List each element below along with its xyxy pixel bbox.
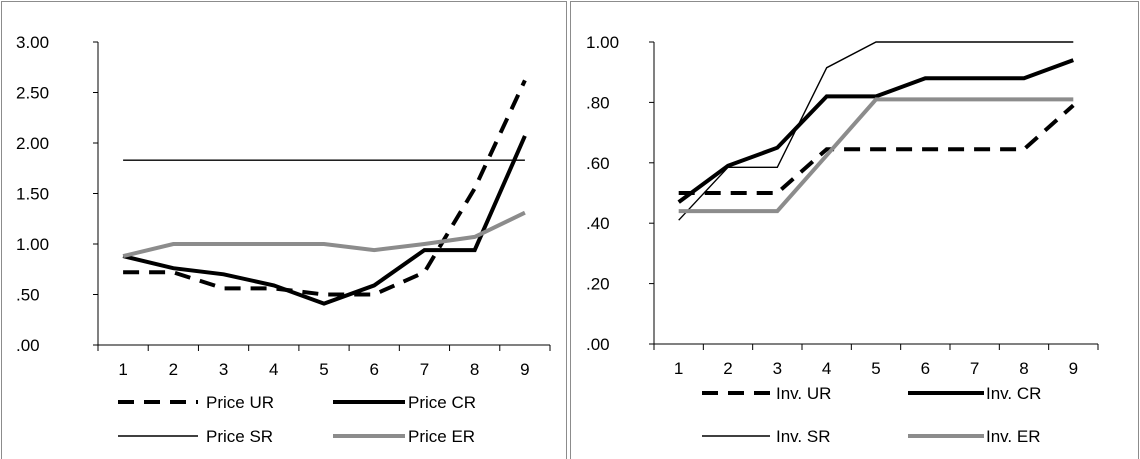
left-y-tick-label: 3.00 — [16, 33, 49, 52]
left-x-tick-label: 9 — [520, 360, 529, 379]
left-x-tick-label: 3 — [219, 360, 228, 379]
right-y-tick-label: .00 — [586, 335, 610, 354]
right-legend-label-2: Inv. SR — [776, 427, 830, 446]
right-x-tick-label: 6 — [921, 359, 930, 378]
right-panel-border — [570, 1, 1139, 459]
right-legend-label-1: Inv. CR — [986, 384, 1041, 403]
right-series-line-0 — [678, 103, 1075, 195]
left-x-tick-label: 8 — [470, 360, 479, 379]
left-y-tick-label: 1.50 — [16, 185, 49, 204]
right-series-line-2 — [678, 41, 1074, 221]
right-x-tick-label: 7 — [970, 359, 979, 378]
left-chart-panel: .00 .50 1.00 1.50 2.00 2.50 3.00 1 2 3 4 5 6 7 8 9 Price… — [1, 1, 567, 459]
right-legend-label-3: Inv. ER — [986, 427, 1040, 446]
left-legend-label-2: Price SR — [206, 427, 273, 446]
right-series-line-3 — [678, 97, 1074, 214]
left-y-tick-label: 2.50 — [16, 84, 49, 103]
left-y-tick-label: 1.00 — [16, 235, 49, 254]
left-series-line-1 — [122, 135, 527, 306]
right-series-line-1 — [677, 58, 1074, 204]
right-x-tick-label: 1 — [674, 359, 683, 378]
right-y-tick-label: .80 — [586, 93, 610, 112]
right-chart-panel: .00 .20 .40 .60 .80 1.00 1 2 3 4 5 6 7 8 9 Inv. UR Inv. … — [570, 1, 1139, 459]
left-x-tick-label: 1 — [118, 360, 127, 379]
right-x-tick-label: 5 — [871, 359, 880, 378]
left-series-line-0 — [123, 79, 527, 297]
left-x-tick-label: 6 — [369, 360, 378, 379]
left-legend-label-0: Price UR — [206, 393, 274, 412]
right-x-tick-label: 4 — [822, 359, 831, 378]
left-panel-border — [1, 1, 567, 459]
left-y-tick-label: .00 — [16, 336, 40, 355]
right-x-tick-label: 8 — [1019, 359, 1028, 378]
left-series-line-3 — [122, 210, 526, 259]
right-y-tick-label: .40 — [586, 214, 610, 233]
right-x-tick-label: 2 — [723, 359, 732, 378]
right-y-tick-label: 1.00 — [586, 33, 619, 52]
left-y-tick-label: .50 — [16, 286, 40, 305]
left-legend-label-1: Price CR — [408, 393, 476, 412]
right-y-tick-label: .60 — [586, 154, 610, 173]
left-y-tick-label: 2.00 — [16, 134, 49, 153]
left-legend-label-3: Price ER — [408, 427, 475, 446]
left-x-tick-label: 4 — [269, 360, 278, 379]
left-x-tick-label: 7 — [420, 360, 429, 379]
right-x-tick-label: 9 — [1069, 359, 1078, 378]
left-x-tick-label: 5 — [319, 360, 328, 379]
right-legend-label-0: Inv. UR — [776, 384, 831, 403]
left-x-tick-label: 2 — [169, 360, 178, 379]
right-x-tick-label: 3 — [773, 359, 782, 378]
right-y-tick-label: .20 — [586, 275, 610, 294]
